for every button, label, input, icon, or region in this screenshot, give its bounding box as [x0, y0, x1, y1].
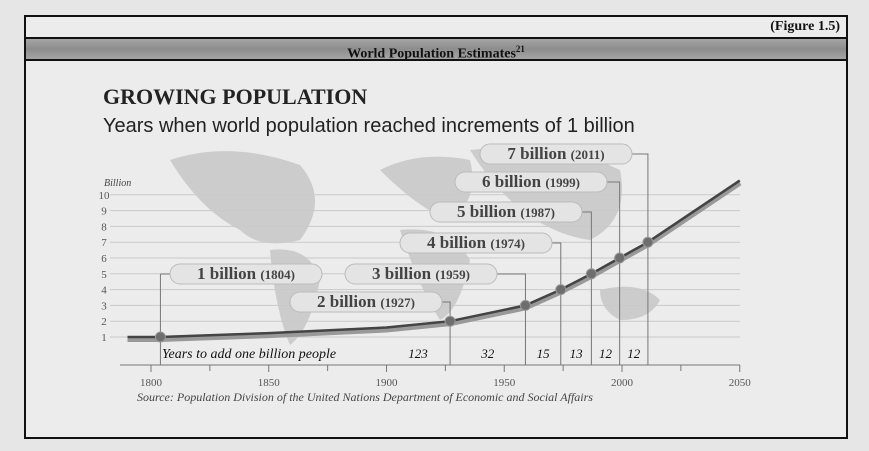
milestone-label-box — [344, 263, 498, 285]
milestone-billion: 3 billion — [372, 264, 435, 283]
leader-line — [552, 242, 562, 365]
population-curve — [127, 179, 741, 339]
milestone-2-billion: 2 billion (1927) — [289, 291, 456, 365]
milestone-year: (1804) — [260, 267, 295, 282]
y-tick-label: 1 — [101, 332, 107, 344]
leader-line — [607, 181, 621, 365]
milestone-year: (2011) — [571, 147, 605, 162]
map-landmass — [170, 151, 315, 244]
milestone-3-billion: 3 billion (1959) — [344, 263, 531, 365]
milestone-dot — [444, 315, 456, 327]
milestone-dot — [555, 284, 567, 296]
milestone-label-box — [169, 263, 323, 285]
milestone-billion: 1 billion — [197, 264, 260, 283]
y-tick-label: 9 — [101, 206, 107, 218]
milestone-billion: 5 billion — [457, 202, 520, 221]
footnote-ref: 21 — [515, 44, 525, 54]
milestone-year: (1974) — [490, 236, 525, 251]
milestone-label: 7 billion (2011) — [507, 144, 604, 163]
x-tick-label: 1800 — [140, 377, 163, 389]
y-tick-label: 4 — [101, 285, 107, 297]
milestone-dot — [519, 299, 531, 311]
y-tick-label: 5 — [101, 269, 107, 281]
map-landmass — [470, 147, 622, 240]
milestone-label-box — [454, 171, 608, 193]
milestone-dot — [585, 268, 597, 280]
milestone-label: 2 billion (1927) — [317, 292, 415, 311]
figure-title-bar: World Population Estimates21 — [26, 37, 846, 62]
milestone-billion: 7 billion — [507, 144, 570, 163]
milestone-label-box — [399, 232, 553, 254]
milestone-5-billion: 5 billion (1987) — [429, 201, 597, 365]
x-tick-label: 2000 — [611, 377, 634, 389]
leader-line — [582, 211, 592, 365]
milestone-billion: 4 billion — [427, 233, 490, 252]
y-tick-label: 2 — [101, 316, 107, 328]
milestone-label: 1 billion (1804) — [197, 264, 295, 283]
figure-label: (Figure 1.5) — [770, 19, 840, 34]
leader-line — [632, 153, 649, 365]
figure-title: World Population Estimates — [347, 46, 516, 62]
y-tick-label: 10 — [99, 190, 111, 202]
y-tick-label: 6 — [101, 253, 107, 265]
x-tick-label: 1850 — [258, 377, 281, 389]
y-axis-label: Billion — [104, 178, 131, 189]
years-to-add-label: Years to add one billion people — [162, 347, 336, 362]
milestone-year: (1999) — [545, 175, 580, 190]
milestone-year: (1959) — [435, 267, 470, 282]
milestone-billion: 2 billion — [317, 292, 380, 311]
milestone-label-box — [429, 201, 583, 223]
y-tick-label: 3 — [101, 300, 107, 312]
milestone-dot — [154, 331, 166, 343]
leader-line — [497, 273, 526, 365]
years-to-add-value: 13 — [570, 346, 584, 361]
milestone-label: 6 billion (1999) — [482, 172, 580, 191]
curve-shadow — [127, 180, 742, 342]
years-to-add-value: 123 — [408, 346, 428, 361]
y-tick-label: 7 — [101, 237, 107, 249]
milestone-6-billion: 6 billion (1999) — [454, 171, 626, 365]
milestone-label: 5 billion (1987) — [457, 202, 555, 221]
milestone-7-billion: 7 billion (2011) — [479, 143, 654, 365]
leader-line — [442, 301, 451, 365]
milestone-dot — [614, 252, 626, 264]
milestone-label-box — [289, 291, 443, 313]
years-to-add-value: 12 — [627, 346, 641, 361]
milestone-billion: 6 billion — [482, 172, 545, 191]
milestone-label-box — [479, 143, 633, 165]
y-tick-label: 8 — [101, 221, 107, 233]
milestone-4-billion: 4 billion (1974) — [399, 232, 567, 365]
years-to-add-value: 32 — [480, 346, 495, 361]
chart-title: GROWING POPULATION — [103, 84, 367, 109]
milestone-year: (1927) — [380, 295, 415, 310]
chart-subtitle: Years when world population reached incr… — [103, 115, 635, 137]
chart-source: Source: Population Division of the Unite… — [137, 390, 593, 404]
milestone-label: 3 billion (1959) — [372, 264, 470, 283]
milestone-label: 4 billion (1974) — [427, 233, 525, 252]
years-to-add-value: 12 — [599, 346, 613, 361]
x-tick-label: 1950 — [493, 377, 516, 389]
x-tick-label: 2050 — [729, 377, 752, 389]
milestone-dot — [642, 236, 654, 248]
years-to-add-value: 15 — [537, 346, 551, 361]
milestone-year: (1987) — [520, 205, 555, 220]
map-landmass — [600, 286, 660, 320]
x-tick-label: 1900 — [376, 377, 399, 389]
figure-frame: (Figure 1.5) World Population Estimates2… — [24, 15, 848, 439]
milestone-1-billion: 1 billion (1804) — [154, 263, 323, 365]
